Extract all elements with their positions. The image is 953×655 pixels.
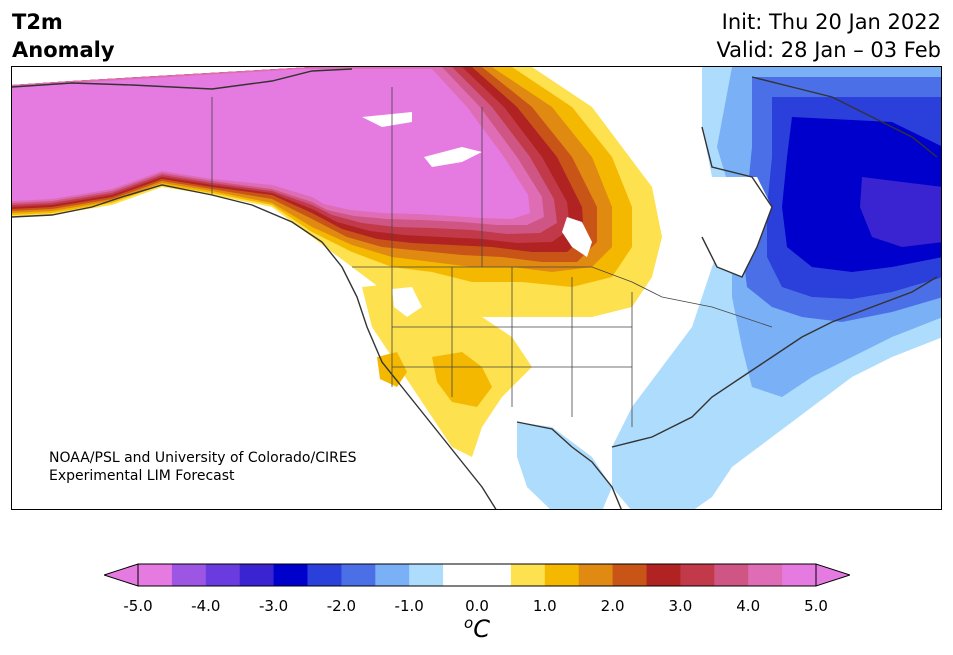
warm-anomaly	[12, 67, 662, 317]
colorbar-tick-label: -1.0	[394, 597, 424, 615]
colorbar-tick-label: -3.0	[258, 597, 289, 615]
colorbar-tick-label: 1.0	[532, 597, 557, 615]
coastlines	[12, 68, 938, 509]
colorbar-unit: oC	[464, 614, 490, 643]
colorbar-over-triangle	[815, 563, 850, 587]
political-boundaries	[211, 87, 773, 427]
colorbar-under-triangle	[104, 563, 139, 587]
unit-base: C	[473, 615, 490, 643]
colorbar-cell	[646, 564, 681, 586]
colorbar-cell	[782, 564, 817, 586]
colorbar-tick-label: 2.0	[600, 597, 625, 615]
cold-anomaly	[612, 67, 941, 509]
colorbar-cell	[341, 564, 376, 586]
colorbar-tick-label: 4.0	[736, 597, 761, 615]
colorbar-cells	[138, 564, 817, 586]
data-credit: NOAA/PSL and University of Colorado/CIRE…	[49, 449, 357, 485]
colorbar-tick-label: 3.0	[668, 597, 693, 615]
colorbar-cell	[307, 564, 342, 586]
colorbar-cell	[375, 564, 410, 586]
map-svg	[12, 67, 941, 509]
colorbar-cell	[138, 564, 173, 586]
colorbar-cell	[714, 564, 749, 586]
colorbar-cell	[239, 564, 275, 586]
colorbar-cell	[544, 564, 580, 586]
valid-date: Valid: 28 Jan – 03 Feb	[716, 38, 941, 62]
colorbar-cell	[409, 564, 444, 586]
colorbar-cell	[205, 564, 241, 586]
colorbar-tick-label: 5.0	[804, 597, 828, 615]
colorbar-tick-label: -4.0	[191, 597, 221, 615]
colorbar-cell	[578, 564, 614, 586]
forecast-dates: Init: Thu 20 Jan 2022 Valid: 28 Jan – 03…	[716, 8, 941, 64]
anomaly-map	[11, 66, 942, 510]
credit-line-1: NOAA/PSL and University of Colorado/CIRE…	[49, 450, 357, 466]
colorbar-cell	[443, 564, 478, 586]
colorbar-cell	[612, 564, 647, 586]
credit-line-2: Experimental LIM Forecast	[49, 468, 235, 484]
unit-superscript: o	[464, 614, 474, 632]
colorbar	[104, 563, 850, 587]
colorbar-outline	[137, 563, 817, 587]
map-title: T2m Anomaly	[12, 8, 115, 64]
colorbar-cell	[171, 564, 207, 586]
colorbar-tick-label: -5.0	[123, 597, 153, 615]
colorbar-tick-label: -2.0	[326, 597, 357, 615]
title-line-1: T2m	[12, 10, 63, 34]
title-line-2: Anomaly	[12, 38, 115, 62]
colorbar-cell	[510, 564, 546, 586]
colorbar-cell	[680, 564, 715, 586]
colorbar-cell	[477, 564, 512, 586]
init-date: Init: Thu 20 Jan 2022	[721, 10, 941, 34]
colorbar-cell	[273, 564, 308, 586]
colorbar-tick-label: 0.0	[465, 597, 489, 615]
mexico-cold-patch	[517, 422, 612, 509]
colorbar-cell	[748, 564, 783, 586]
